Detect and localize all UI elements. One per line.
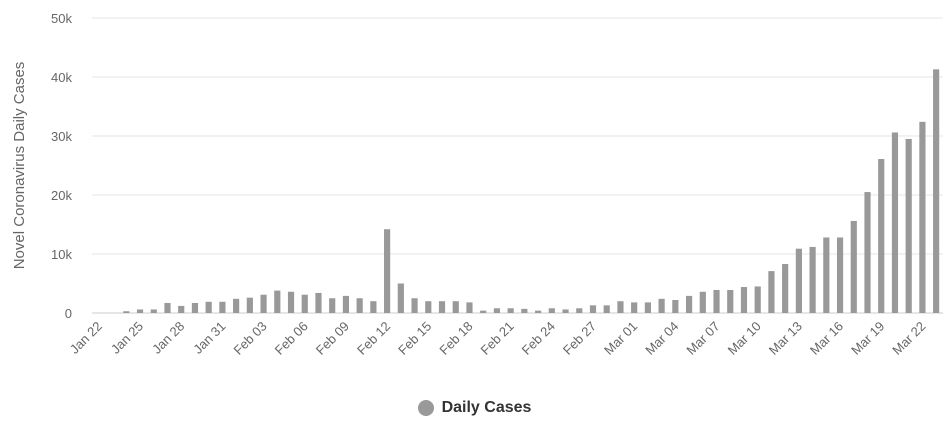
bar[interactable] xyxy=(644,302,651,313)
bar[interactable] xyxy=(589,305,597,313)
bar[interactable] xyxy=(713,289,720,313)
x-tick-label: Feb 15 xyxy=(395,319,434,358)
y-tick-label: 20k xyxy=(51,188,72,203)
x-tick-label: Mar 10 xyxy=(725,319,764,358)
x-tick-label: Feb 27 xyxy=(560,319,599,358)
bar[interactable] xyxy=(562,309,569,313)
x-tick-label: Jan 25 xyxy=(108,319,146,357)
bar[interactable] xyxy=(150,309,157,313)
bar[interactable] xyxy=(356,298,363,313)
bar[interactable] xyxy=(287,291,295,313)
bar[interactable] xyxy=(672,300,679,313)
bar[interactable] xyxy=(164,302,171,313)
bar[interactable] xyxy=(136,309,144,313)
bar[interactable] xyxy=(205,301,212,313)
bar[interactable] xyxy=(617,301,624,313)
bar[interactable] xyxy=(315,292,322,313)
bar[interactable] xyxy=(754,286,761,313)
bar[interactable] xyxy=(548,308,555,313)
bar[interactable] xyxy=(274,290,281,313)
bar[interactable] xyxy=(933,69,940,313)
y-tick-label: 0 xyxy=(65,306,72,321)
bar[interactable] xyxy=(301,294,308,313)
bar[interactable] xyxy=(123,311,130,313)
bar[interactable] xyxy=(919,121,926,313)
bar[interactable] xyxy=(370,301,377,313)
bar[interactable] xyxy=(384,229,391,313)
x-tick-label: Mar 04 xyxy=(642,319,681,358)
x-tick-label: Feb 03 xyxy=(230,319,269,358)
bar[interactable] xyxy=(438,301,446,313)
x-tick-label: Jan 28 xyxy=(149,319,187,357)
bar[interactable] xyxy=(425,301,432,313)
bar[interactable] xyxy=(260,294,267,313)
y-tick-label: 30k xyxy=(51,129,72,144)
x-tick-label: Feb 18 xyxy=(436,319,475,358)
bar[interactable] xyxy=(823,237,830,313)
y-tick-label: 10k xyxy=(51,247,72,262)
x-tick-label: Feb 21 xyxy=(478,319,517,358)
bar[interactable] xyxy=(493,308,500,313)
y-axis-title: Novel Coronavirus Daily Cases xyxy=(11,62,28,270)
x-tick-label: Mar 07 xyxy=(683,319,722,358)
legend[interactable]: Daily Cases xyxy=(0,396,949,420)
x-tick-label: Feb 09 xyxy=(313,319,352,358)
bar[interactable] xyxy=(699,291,706,313)
bar[interactable] xyxy=(658,298,665,313)
x-tick-label: Mar 22 xyxy=(889,319,928,358)
bar[interactable] xyxy=(329,298,336,313)
y-tick-label: 40k xyxy=(51,70,72,85)
x-tick-label: Mar 01 xyxy=(601,319,640,358)
bar[interactable] xyxy=(576,308,583,313)
x-tick-label: Mar 13 xyxy=(766,319,805,358)
x-tick-label: Mar 19 xyxy=(848,319,887,358)
x-tick-label: Mar 16 xyxy=(807,319,846,358)
bar[interactable] xyxy=(836,237,844,313)
bar[interactable] xyxy=(452,301,459,313)
bar[interactable] xyxy=(246,297,253,313)
bar[interactable] xyxy=(521,308,528,313)
bar[interactable] xyxy=(878,159,885,313)
legend-marker[interactable] xyxy=(417,400,434,416)
bar[interactable] xyxy=(740,287,748,313)
bar[interactable] xyxy=(864,192,871,313)
x-tick-label: Feb 24 xyxy=(519,319,558,358)
bar[interactable] xyxy=(795,248,802,313)
bar-chart: 0 10k 20k 30k 40k 50k Jan 22 Jan 25 Jan 28 Jan 31… xyxy=(11,11,943,358)
bar[interactable] xyxy=(850,220,857,313)
bar[interactable] xyxy=(768,271,775,313)
bar[interactable] xyxy=(219,301,226,313)
bar[interactable] xyxy=(342,295,350,313)
bar[interactable] xyxy=(178,305,185,313)
x-tick-label: Feb 12 xyxy=(354,319,393,358)
bar[interactable] xyxy=(191,302,199,313)
bar[interactable] xyxy=(905,138,912,313)
bar[interactable] xyxy=(782,264,789,313)
x-tick-label: Jan 22 xyxy=(67,319,105,357)
bar[interactable] xyxy=(535,310,542,313)
bar[interactable] xyxy=(727,289,734,313)
bar[interactable] xyxy=(891,132,899,313)
bar[interactable] xyxy=(397,283,404,314)
bar[interactable] xyxy=(480,310,487,313)
bar[interactable] xyxy=(466,302,473,313)
x-tick-label: Feb 06 xyxy=(272,319,311,358)
bar[interactable] xyxy=(809,246,816,313)
legend-label-daily-cases[interactable]: Daily Cases xyxy=(441,399,532,416)
x-tick-label: Jan 31 xyxy=(190,319,228,357)
bar[interactable] xyxy=(233,298,240,313)
y-tick-label: 50k xyxy=(51,11,72,26)
bar[interactable] xyxy=(603,305,610,313)
bar[interactable] xyxy=(507,308,514,313)
bar[interactable] xyxy=(411,298,418,313)
bar[interactable] xyxy=(631,302,638,313)
bar[interactable] xyxy=(685,295,693,313)
